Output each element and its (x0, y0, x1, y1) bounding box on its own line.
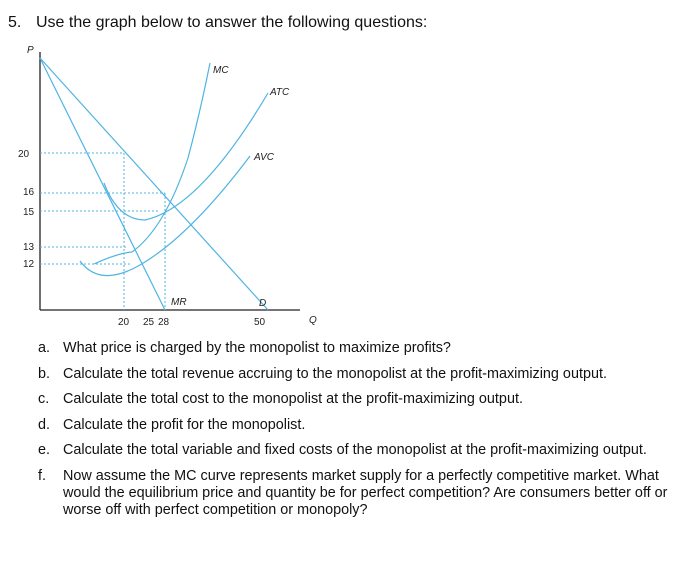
part-text: Calculate the profit for the monopolist. (63, 416, 306, 433)
part-letter: d. (38, 416, 51, 433)
part-text: Now assume the MC curve represents marke… (63, 467, 668, 518)
mc-label: MC (213, 65, 229, 76)
part-text: Calculate the total variable and fixed c… (63, 442, 647, 459)
mr-label: MR (171, 297, 187, 308)
question-number: 5. (8, 14, 22, 31)
x-tick-25: 25 (143, 317, 155, 328)
avc-curve (79, 155, 251, 277)
part-d: d. Calculate the profit for the monopoli… (38, 417, 678, 434)
x-tick-28: 28 (158, 317, 170, 328)
y-tick-12: 12 (23, 259, 35, 270)
marginal-cost-curve (93, 62, 211, 265)
part-letter: a. (38, 340, 51, 356)
part-letter: c. (38, 391, 50, 408)
y-tick-13: 13 (23, 242, 35, 253)
part-a: a. What price is charged by the monopoli… (38, 340, 678, 357)
question-header: 5. Use the graph below to answer the foll… (8, 14, 427, 32)
part-e: e. Calculate the total variable and fixe… (38, 442, 678, 459)
d-label: D (259, 298, 266, 309)
part-letter: f. (38, 467, 46, 484)
part-letter: b. (38, 365, 51, 382)
y-tick-16: 16 (23, 187, 35, 198)
atc-curve (103, 92, 269, 221)
part-text: What price is charged by the monopolist … (63, 340, 451, 356)
marginal-revenue-curve (39, 57, 166, 311)
y-axis-label: P (27, 45, 34, 56)
atc-label: ATC (269, 87, 290, 98)
monopoly-cost-graph: P Q 20 16 15 13 12 20 25 28 50 MC ATC AV… (18, 45, 317, 328)
part-letter: e. (38, 442, 51, 459)
part-text: Calculate the total revenue accruing to … (63, 365, 607, 382)
y-tick-15: 15 (23, 207, 35, 218)
question-prompt: Use the graph below to answer the follow… (36, 14, 428, 31)
x-axis-label: Q (309, 315, 317, 326)
part-b: b. Calculate the total revenue accruing … (38, 366, 678, 383)
part-text: Calculate the total cost to the monopoli… (63, 391, 523, 408)
part-c: c. Calculate the total cost to the monop… (38, 391, 678, 408)
x-tick-50: 50 (254, 317, 266, 328)
y-tick-20: 20 (18, 149, 30, 160)
part-f: f. Now assume the MC curve represents ma… (38, 468, 678, 519)
question-parts: a. What price is charged by the monopoli… (38, 340, 678, 528)
x-tick-20: 20 (118, 317, 130, 328)
avc-label: AVC (253, 152, 275, 163)
demand-curve (39, 57, 269, 311)
